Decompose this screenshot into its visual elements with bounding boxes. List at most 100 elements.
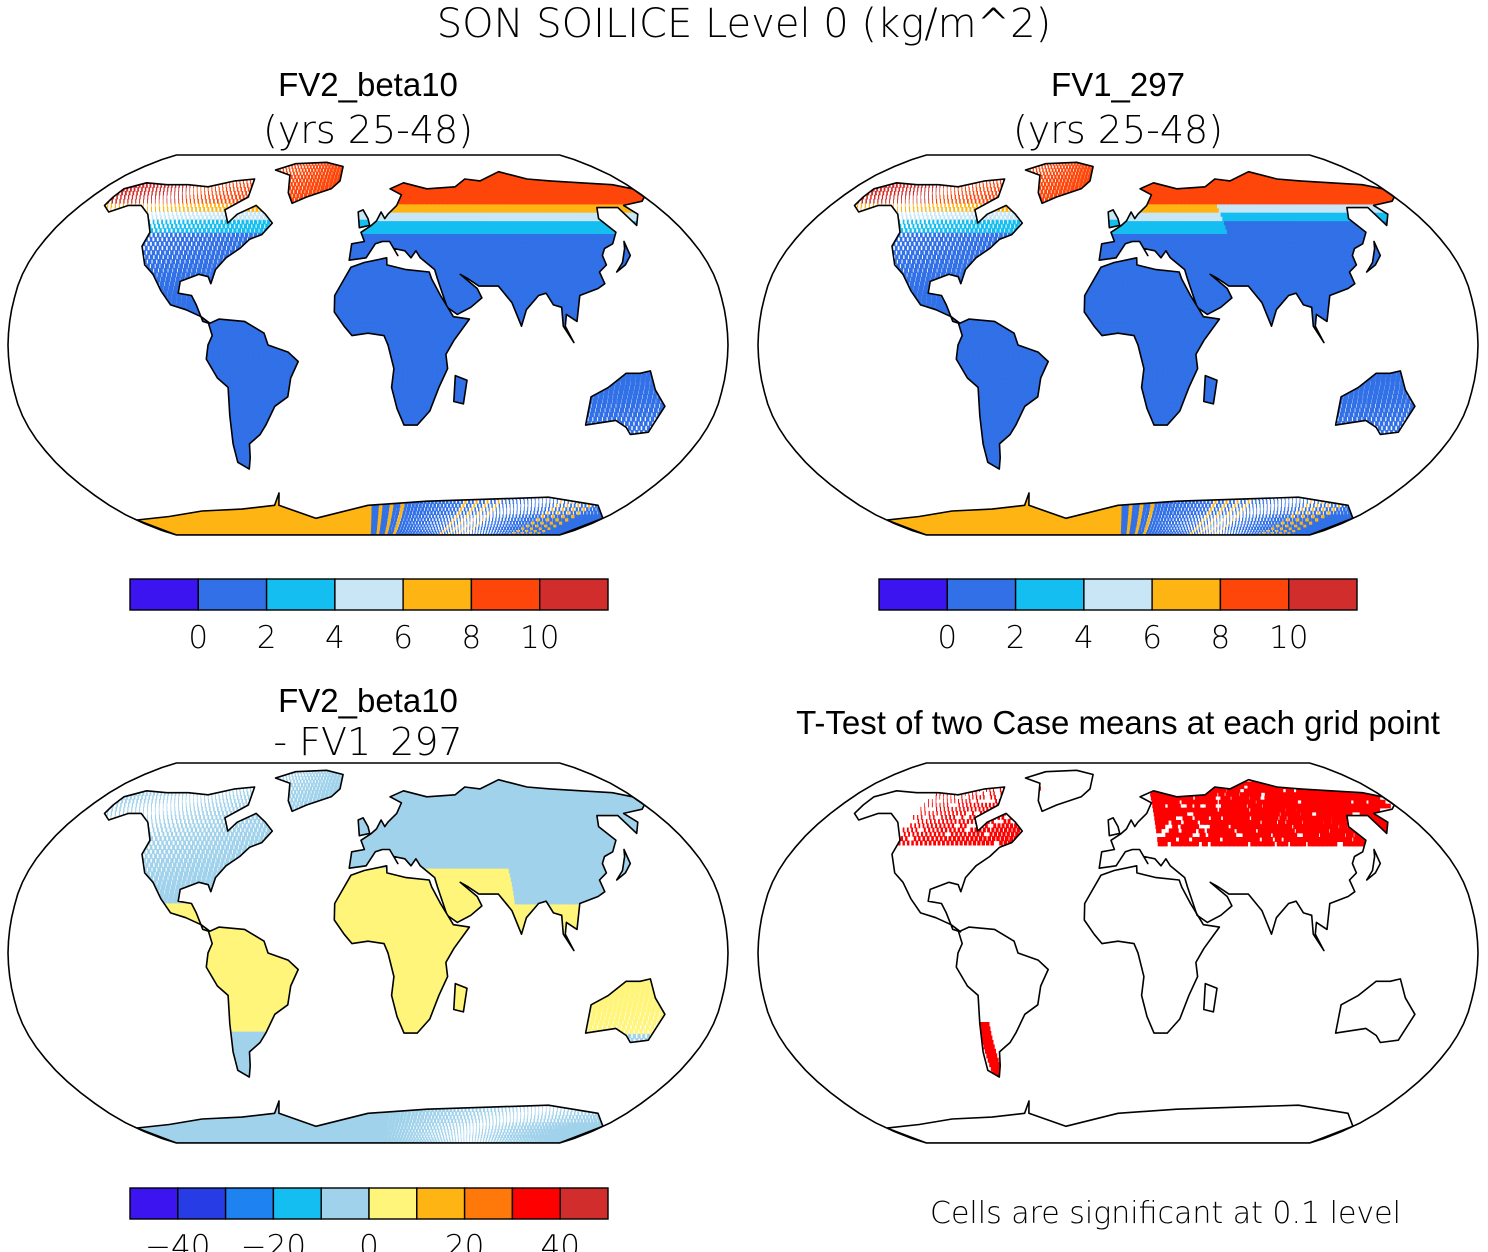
coastline-green [1024,769,1094,813]
panel-subtitle-top-right: (yrs 25-48) [1013,111,1223,149]
colorbar-top-right-box [1287,578,1358,611]
colorbar-top-right-box [1219,578,1290,611]
panel-title-top-left: FV2_beta10 [278,68,458,101]
colorbar-bottom-left-box [320,1187,370,1220]
coastline-eur [348,170,646,344]
map-br-content [757,762,1479,1144]
significance-footnote: Cells are significant at 0.1 level [930,1199,1401,1229]
panel-subtitle-bottom-left: - FV1_297 [273,723,462,761]
colorbar-top-left-tick-label: 8 [462,620,482,656]
colorbar-bottom-left-box [177,1187,227,1220]
map-border [7,154,729,536]
coastline-japan [615,848,632,881]
figure-title: SON SOILICE Level 0 (kg/m^2) [437,4,1051,44]
panel-title-bottom-left: FV2_beta10 [278,684,458,717]
coastline-na [103,178,274,325]
map-tl-content [7,154,729,536]
panel-title-top-right: FV1_297 [1051,68,1185,101]
coastline-japan [1365,240,1382,273]
colorbar-bottom-left-box [463,1187,514,1220]
colorbar-top-left-tick-label: 6 [393,620,413,656]
colorbar-bottom-left-box [511,1187,561,1220]
coastline-sa [205,318,299,470]
coastline-na [103,786,274,933]
colorbar-bottom-left-box [416,1187,466,1220]
coastline-eur [1098,170,1396,344]
colorbar-bottom-left-box [272,1187,322,1220]
colorbar-bottom-left-box [224,1187,275,1220]
colorbar-top-right-box [878,578,949,611]
coastline-mada [1203,982,1218,1013]
coastline-uk [1107,209,1121,229]
colorbar-top-right-tick-label: 10 [1269,620,1308,656]
colorbar-top-right-tick-label: 4 [1074,620,1094,656]
coastline-na [853,178,1024,325]
colorbar-top-right-box [946,578,1017,611]
map-border [757,762,1479,1144]
coastline-japan [1365,848,1382,881]
coastline-aus [584,978,666,1044]
colorbar-top-left-tick-label: 2 [257,620,277,656]
coastline-mada [453,982,468,1013]
map-background [758,763,1478,1143]
coastline-antarc [136,1100,604,1143]
coastline-na [853,786,1024,933]
colorbar-top-right-tick-label: 0 [937,620,957,656]
map-bl-content [7,762,729,1144]
colorbar-bottom-left-tick-label: 0 [359,1229,379,1252]
coastline-uk [1107,817,1121,837]
colorbar-top-right-tick-label: 2 [1006,620,1026,656]
colorbar-top-left-box [197,578,268,611]
coastline-green [274,161,344,205]
colorbar-top-left-box [539,578,609,611]
colorbar-bottom-left-box [559,1187,609,1220]
coastline-antarc [136,492,604,535]
coastline-uk [357,817,371,837]
coastline-mada [453,374,468,405]
coastline-green [1024,161,1094,205]
coastline-sa [955,318,1049,470]
colorbar-top-left-tick-label: 10 [520,620,559,656]
colorbar-top-left-tick-label: 0 [188,620,208,656]
colorbar-bottom-left-tick-label: −40 [145,1229,210,1252]
coastline-mada [1203,374,1218,405]
map-border [7,762,729,1144]
colorbar-top-left-tick-label: 4 [325,620,345,656]
colorbar-top-left-box [265,578,336,611]
colorbar-bottom-left-box [129,1187,179,1220]
map-border [757,154,1479,536]
coastline-sa [205,926,299,1078]
coastline-antarc [886,492,1354,535]
coastline-sa [955,926,1049,1078]
colorbar-top-left-box [470,578,541,611]
coastline-antarc [886,1100,1354,1143]
colorbar-top-right-box [1151,578,1222,611]
coastline-japan [615,240,632,273]
colorbar-top-right-tick-label: 6 [1142,620,1162,656]
coastline-aus [1334,978,1416,1044]
coastline-afr [1083,865,1221,1034]
colorbar-bottom-left-box [368,1187,418,1220]
coastline-eur [348,778,646,952]
coastline-afr [1083,257,1221,426]
panel-title-bottom-right: T-Test of two Case means at each grid po… [796,706,1440,739]
coastline-aus [1334,370,1416,436]
colorbar-top-right-box [1014,578,1085,611]
colorbar-top-left-box [334,578,404,611]
colorbar-top-left-box [129,578,200,611]
colorbar-top-right-tick-label: 8 [1211,620,1231,656]
colorbar-bottom-left-tick-label: 20 [445,1229,484,1252]
coastline-afr [333,865,471,1034]
colorbar-bottom-left-tick-label: 40 [540,1229,579,1252]
coastline-green [274,769,344,813]
panel-subtitle-top-left: (yrs 25-48) [263,111,473,149]
coastline-uk [357,209,371,229]
coastline-afr [333,257,471,426]
map-tr-content [757,154,1479,536]
